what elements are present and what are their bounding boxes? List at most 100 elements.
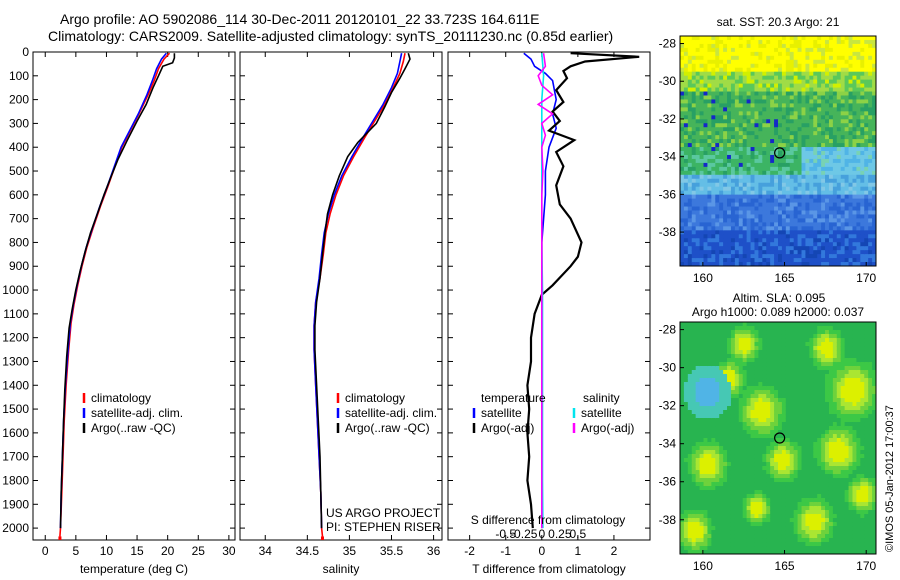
sst-map-cell [754,218,759,223]
sst-map-cell [844,151,850,156]
sla-map-cell [797,362,803,367]
sst-map-cell [789,95,795,101]
sst-map-cell [856,83,861,89]
sst-map-cell [868,190,873,196]
sla-map-cell [707,450,712,455]
sst-map-cell [762,59,767,65]
sst-map-cell [793,79,799,85]
sst-map-cell [750,59,756,65]
sst-map-cell [832,111,838,116]
sla-map-cell [695,330,701,335]
sst-map-cell [703,178,709,184]
sst-map-cell [738,254,744,259]
sla-map-cell [707,498,712,503]
sla-map-cell [750,358,756,363]
sst-map-cell [707,218,712,223]
sla-map-cell [730,514,736,519]
sst-map-cell [766,87,771,93]
sla-map-cell [778,490,783,495]
sst-map-cell [778,162,783,168]
sla-map-cell [738,506,744,511]
sst-map-cell [703,83,709,89]
sla-map-cell [809,322,814,327]
sst-map-cell [817,103,822,108]
sst-map-cell [805,186,810,192]
sst-map-cell [719,43,724,49]
sla-map-cell [813,450,818,455]
sla-map-cell [785,362,791,367]
sst-map-cell [734,190,740,196]
sst-map-cell [872,135,876,140]
sla-map-cell [762,494,767,499]
sst-map-cell [864,99,869,105]
sla-map-cell [727,478,732,483]
sst-map-cell [828,79,834,85]
sst-map-cell [860,115,865,120]
sla-map-cell [750,506,756,511]
sst-map-cell [805,139,810,144]
sst-map-cell [687,91,693,97]
sst-map-cell [840,246,846,251]
sla-map-cell [746,430,752,435]
sst-map-cell [734,107,740,112]
sst-map-cell [758,95,763,101]
sst-map-cell [738,103,744,108]
sla-map-cell [734,458,740,463]
sst-map-cell [691,250,697,255]
sst-map-cell [801,59,807,65]
sla-map-cell [695,398,701,403]
sst-map-cell [774,194,779,200]
sst-map-cell [844,111,850,116]
sla-map-cell [734,430,740,435]
sst-map-cell [813,75,818,81]
sla-map-cell [683,494,689,499]
sla-map-cell [703,458,709,463]
sst-map-cell [738,182,744,188]
sla-map-cell [707,522,712,527]
sst-map-cell [781,91,787,97]
sst-map-cell [766,123,771,128]
sla-map-cell [770,466,775,471]
sst-map-cell [793,198,799,204]
sst-map-cell [836,226,842,231]
sst-map-cell [766,115,771,120]
sst-map-cell [754,206,759,212]
sst-map-cell [801,214,807,220]
sst-map-cell [770,147,775,152]
sst-map-cell [699,135,705,140]
sst-map-cell [680,83,685,89]
sst-map-cell [774,111,779,116]
sst-map-cell [754,63,759,69]
sst-map-cell [762,83,767,89]
sst-map-cell [727,115,732,120]
sst-map-cell [868,47,873,53]
sst-map-cell [683,186,689,192]
sst-map-cell [825,115,830,120]
sla-map-cell [687,450,693,455]
sla-map-cell [781,366,787,371]
sst-map-cell [766,91,771,97]
sst-map-cell [723,59,728,65]
sst-map-cell [832,139,838,144]
sla-map-cell [691,422,697,427]
sst-map-cell [730,170,736,176]
sla-map-cell [699,466,705,471]
sst-map-cell [711,214,716,220]
sst-map-cell [872,190,876,196]
sla-map-cell [715,418,720,423]
sla-map-cell [774,538,779,543]
sla-map-cell [695,326,701,331]
sst-map-cell [805,242,810,247]
sst-map-cell [711,143,716,148]
sla-map-cell [770,382,775,387]
sla-map-cell [813,358,818,363]
sst-map-cell [715,91,720,97]
sst-map-cell [715,154,720,160]
sla-map-cell [801,518,807,523]
sst-map-cell [785,218,791,223]
sst-map-cell [868,174,873,180]
sst-map-cell [738,75,744,81]
sst-map-cell [778,83,783,89]
sla-map-cell [774,390,779,395]
sla-map-cell [797,522,803,527]
